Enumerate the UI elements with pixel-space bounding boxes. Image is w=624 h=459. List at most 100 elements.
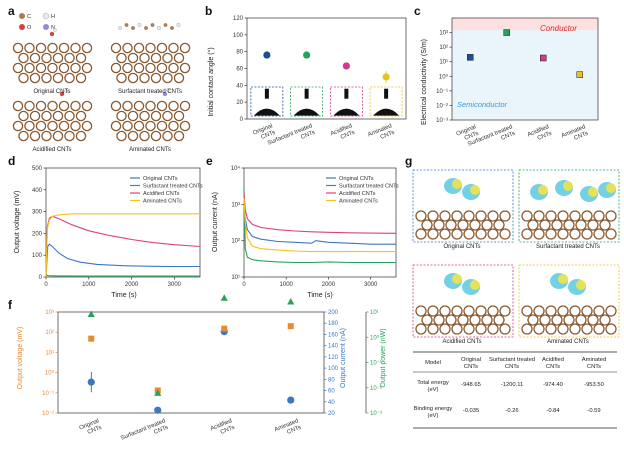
d-ticks: 0 1000 2000 3000 0 100 200 300 400 500 <box>32 166 182 288</box>
table-cell: -948.65 <box>461 382 481 388</box>
table-cell: -0.26 <box>505 408 518 414</box>
e-legend: Original CNTs Surfactant treated CNTsAcid… <box>326 176 399 205</box>
c-category-label: AminatedCNTs <box>561 124 589 146</box>
b-category-label: AcidifiedCNTs <box>330 123 356 144</box>
table-cell: -1200.11 <box>501 382 523 388</box>
b-category-label: AminatedCNTs <box>367 123 395 145</box>
f-category-label: AcidifiedCNTs <box>210 418 236 439</box>
f-current-point <box>154 406 162 414</box>
d-series-line <box>45 274 200 278</box>
d-legend-label: Aminated CNTs <box>143 199 182 205</box>
table-cell: -974.40 <box>543 382 563 388</box>
c-point <box>540 54 547 62</box>
b-droplet-insets <box>250 86 403 117</box>
f-right-tick-label: 40 <box>328 400 335 406</box>
g-image-acidified <box>412 264 514 338</box>
f-current-point <box>87 378 95 386</box>
d-lines <box>45 213 201 278</box>
f-ticks: 10⁻² 10⁻¹ 10⁰ 10¹ 10² 10³ 20 40 60 80 100 120 140 160… <box>42 310 382 417</box>
b-point <box>303 51 311 59</box>
d-ytick-label: 300 <box>32 210 43 216</box>
e-series-line <box>243 205 396 245</box>
e-xtick-label: 0 <box>242 282 246 288</box>
d-ytick-label: 400 <box>32 188 43 194</box>
b-droplet <box>333 108 360 116</box>
table-header-cell: Original CNTs <box>461 357 481 370</box>
conductor-band <box>452 18 598 30</box>
d-legend-label: Acidified CNTs <box>143 191 180 197</box>
e-series-line <box>243 193 397 234</box>
d-series-line <box>45 243 200 278</box>
f-power-point <box>220 294 228 301</box>
b-droplet <box>253 108 280 116</box>
g-image-original <box>412 169 514 243</box>
f-ylabel-right: Output current (nA) <box>340 328 347 388</box>
b-yticks: 0 20 40 60 80 100 120 <box>233 16 247 123</box>
e-ticks: 0 1000 2000 3000 10¹ 10² 10³ 10⁴ <box>231 165 378 288</box>
f-right-tick-label: 200 <box>328 310 339 316</box>
e-series-line <box>243 186 396 264</box>
panel-g-label: g <box>405 154 412 168</box>
table-row-label: Total energy (eV) <box>417 380 449 393</box>
f-right2-tick-label: 10⁻³ <box>370 411 382 417</box>
d-xlabel: Time (s) <box>111 292 136 299</box>
d-ylabel: Output voltage (mV) <box>14 191 21 254</box>
b-point <box>263 51 271 59</box>
caption-surfactant: Surfactant treated CNTs <box>118 89 182 95</box>
d-xtick-label: 3000 <box>168 282 182 288</box>
f-current-point <box>287 396 295 404</box>
cnt-structures <box>12 23 191 142</box>
table-header-cell: Model <box>425 360 441 366</box>
semiconductor-label: Semiconductor <box>457 100 508 109</box>
b-ytick-label: 100 <box>233 33 244 39</box>
g-caption-aminated: Aminated CNTs <box>547 339 589 345</box>
f-voltage-point <box>88 335 95 342</box>
e-xlabel: Time (s) <box>307 292 332 299</box>
panel-a-label: a <box>8 4 15 18</box>
c-category-label: AcidifiedCNTs <box>527 124 553 145</box>
d-axes <box>45 167 201 278</box>
f-right2-tick-label: 10⁻¹ <box>370 361 382 367</box>
b-points <box>263 51 390 83</box>
b-ytick-label: 20 <box>236 100 243 106</box>
g-caption-acidified: Acidified CNTs <box>442 339 481 345</box>
b-needle <box>304 88 309 99</box>
f-category-label: Surfactant treatedCNTs <box>120 418 169 448</box>
panel-f-label: f <box>8 298 13 312</box>
panel-d-label: d <box>8 154 15 168</box>
panel-c-label: c <box>414 4 421 18</box>
d-xtick-label: 1000 <box>82 282 96 288</box>
e-legend-label: Surfactant treated CNTs <box>339 184 399 190</box>
c-ytick-label: 10⁻² <box>436 103 448 109</box>
panel-f: f Output voltage (mV) Output current (nA… <box>8 294 387 448</box>
d-series-line <box>45 213 200 278</box>
d-legend-label: Original CNTs <box>143 176 178 182</box>
d-xtick-label: 2000 <box>125 282 139 288</box>
g-image-aminated <box>518 264 620 338</box>
c-ytick-label: 10¹ <box>439 60 448 66</box>
f-category-label: OriginalCNTs <box>79 418 103 438</box>
f-axes <box>57 311 325 414</box>
legend-c: C <box>27 14 31 20</box>
b-droplet <box>373 108 400 116</box>
caption-acidified: Acidified CNTs <box>32 147 71 153</box>
f-power-point <box>154 389 162 396</box>
b-category-label: Surfactant treatedCNTs <box>267 123 316 153</box>
f-right-tick-label: 100 <box>328 366 339 372</box>
e-lines <box>243 186 397 264</box>
b-point <box>342 62 350 70</box>
c-point <box>467 54 474 61</box>
table-cell: -0.035 <box>463 408 479 414</box>
f-category-label: AminatedCNTs <box>274 418 302 440</box>
e-legend-label: Acidified CNTs <box>339 191 376 197</box>
b-ytick-label: 40 <box>236 83 243 89</box>
table-header-cell: Surfactant treated CNTs <box>489 357 535 370</box>
panel-b: b Initial contact angle (°) 0 20 40 60 80 100… <box>205 4 407 153</box>
panel-g: g Original CNTs Surfactant treated CNTs … <box>405 154 620 429</box>
e-legend-label: Aminated CNTs <box>339 199 378 205</box>
c-point <box>576 71 583 78</box>
cnt-original <box>12 28 93 84</box>
d-ytick-label: 0 <box>39 275 43 281</box>
